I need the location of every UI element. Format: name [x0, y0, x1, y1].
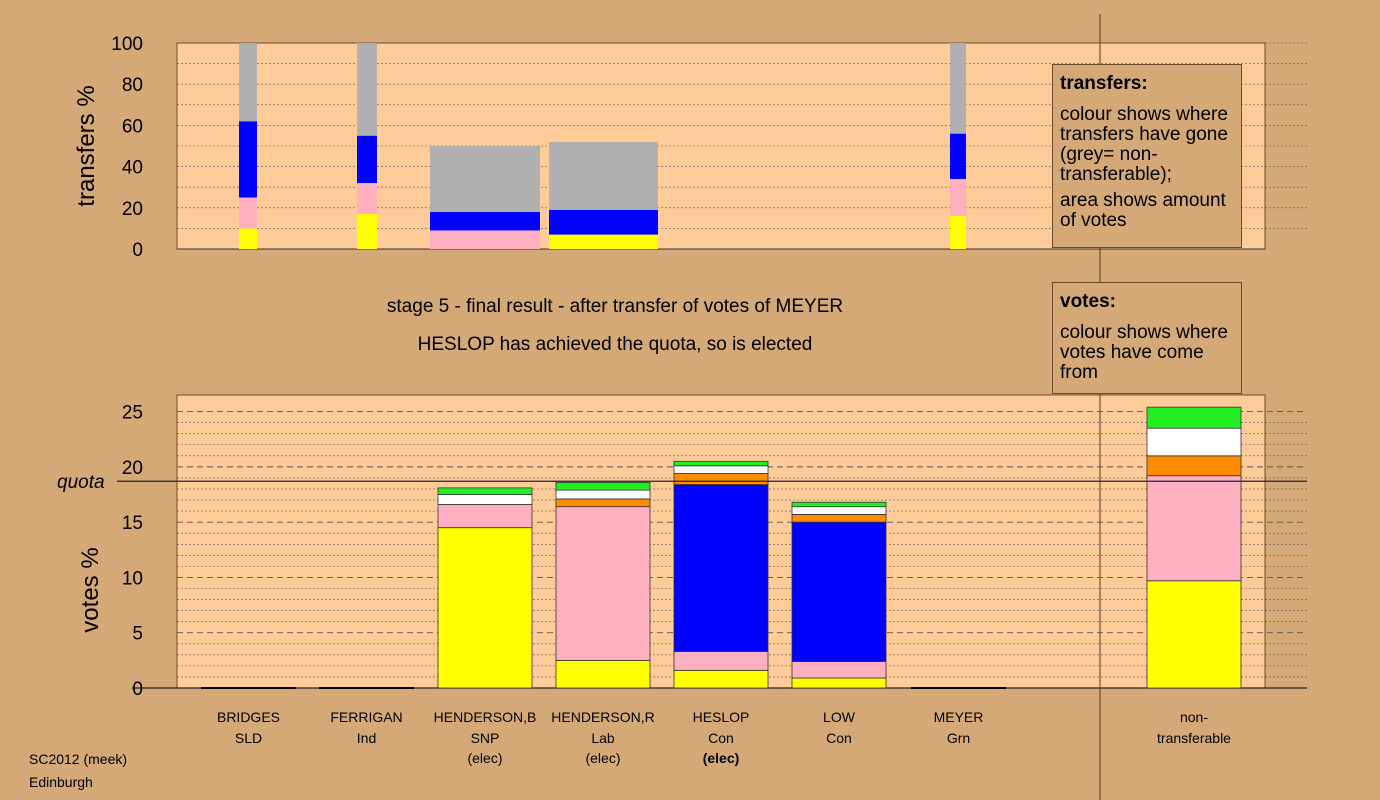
transfers-y-tick-label: 40	[122, 158, 143, 179]
transfers-bar-segment	[430, 211, 540, 231]
candidate-status-label: (elec)	[703, 750, 740, 766]
transfers-bar-segment	[549, 234, 658, 249]
transfers-legend-line2: area shows amount of votes	[1060, 190, 1226, 231]
votes-bar-segment	[555, 498, 651, 508]
votes-bar-segment	[555, 481, 651, 491]
votes-bar-segment	[1146, 455, 1242, 477]
votes-bar-segment	[673, 473, 769, 485]
votes-legend-line1: colour shows where votes have come from	[1060, 322, 1228, 383]
votes-bar-segment	[791, 506, 887, 515]
votes-y-tick-label: 25	[122, 403, 143, 424]
quota-label: quota	[57, 472, 105, 493]
votes-bar-segment	[437, 527, 533, 689]
candidate-name-label: MEYER	[934, 709, 984, 725]
votes-bar-segment	[791, 501, 887, 508]
candidate-party-label: SLD	[235, 730, 262, 746]
transfers-y-tick-label: 20	[122, 199, 143, 220]
transfers-bar-segment	[950, 216, 966, 249]
votes-bar-segment	[791, 661, 887, 679]
transfers-legend-line1: colour shows where transfers have gone (…	[1060, 104, 1228, 185]
transfers-bar-segment	[239, 121, 257, 198]
candidate-party-label: Con	[708, 730, 734, 746]
transfers-bar-segment	[357, 213, 377, 249]
votes-bar-segment	[1146, 475, 1242, 582]
votes-bar-segment	[791, 521, 887, 662]
votes-bar-segment	[673, 651, 769, 671]
transfers-bar-segment	[950, 43, 966, 134]
votes-bar-segment	[673, 484, 769, 652]
transfers-bar-segment	[950, 133, 966, 179]
votes-bar-segment	[555, 489, 651, 500]
votes-bar-segment	[673, 460, 769, 467]
candidate-name-label: FERRIGAN	[330, 709, 402, 725]
votes-bar-segment	[673, 669, 769, 689]
votes-y-tick-label: 5	[132, 624, 143, 645]
transfers-bar-segment	[239, 197, 257, 229]
candidate-party-label: Ind	[357, 730, 376, 746]
candidate-party-label: Lab	[591, 730, 615, 746]
votes-bar-segment	[1146, 580, 1242, 689]
transfers-y-tick-label: 0	[132, 240, 143, 261]
candidate-name-label: BRIDGES	[217, 709, 280, 725]
transfers-legend-box: transfers: colour shows where transfers …	[1052, 64, 1242, 248]
candidate-name-label: HESLOP	[693, 709, 750, 725]
votes-bar-segment	[555, 659, 651, 689]
transfers-bar-segment	[430, 146, 540, 212]
candidate-status-label: (elec)	[585, 750, 620, 766]
candidate-party-label: Grn	[947, 730, 970, 746]
candidate-party-label: SNP	[471, 730, 500, 746]
transfers-legend-heading: transfers:	[1060, 73, 1148, 94]
transfers-bar-segment	[549, 141, 658, 210]
votes-legend-box: votes: colour shows where votes have com…	[1052, 282, 1242, 394]
transfers-bar-segment	[357, 183, 377, 214]
transfers-bar-segment	[549, 209, 658, 235]
votes-y-tick-label: 20	[122, 458, 143, 479]
votes-bar-segment	[791, 514, 887, 523]
candidate-party-label: Con	[826, 730, 852, 746]
transfers-bar-segment	[239, 228, 257, 249]
candidate-name-label: non-	[1180, 709, 1208, 725]
transfers-y-tick-label: 80	[122, 75, 143, 96]
candidate-name-label: HENDERSON,R	[551, 709, 654, 725]
votes-bar-segment	[437, 494, 533, 505]
transfers-bar-segment	[239, 43, 257, 122]
transfers-y-tick-label: 60	[122, 116, 143, 137]
candidate-name-label: HENDERSON,B	[434, 709, 537, 725]
transfers-y-tick-label: 100	[111, 34, 143, 55]
transfers-bar-segment	[950, 178, 966, 217]
votes-y-tick-label: 0	[132, 679, 143, 700]
votes-legend-heading: votes:	[1060, 291, 1116, 312]
transfers-bar-segment	[430, 230, 540, 249]
candidate-name-label: LOW	[823, 709, 856, 725]
transfers-bar-segment	[357, 135, 377, 184]
votes-bar-segment	[1146, 406, 1242, 429]
votes-y-tick-label: 10	[122, 568, 143, 589]
candidate-party-label: transferable	[1157, 730, 1231, 746]
votes-bar-segment	[555, 506, 651, 661]
stage-title: stage 5 - final result - after transfer …	[386, 296, 844, 317]
votes-y-tick-label: 15	[122, 513, 143, 534]
stage-subtitle: HESLOP has achieved the quota, so is ele…	[417, 334, 813, 355]
votes-bar-segment	[1146, 427, 1242, 457]
votes-bar-segment	[437, 487, 533, 495]
transfers-bar-segment	[357, 43, 377, 136]
footer-line1: SC2012 (meek)	[29, 751, 128, 767]
transfers-y-axis-label: transfers %	[73, 85, 100, 206]
candidate-status-label: (elec)	[467, 750, 502, 766]
votes-bar-segment	[437, 504, 533, 529]
votes-bar-segment	[673, 465, 769, 474]
votes-bar-segment	[791, 677, 887, 689]
footer-line2: Edinburgh	[29, 774, 93, 790]
votes-y-axis-label: votes %	[77, 547, 104, 632]
